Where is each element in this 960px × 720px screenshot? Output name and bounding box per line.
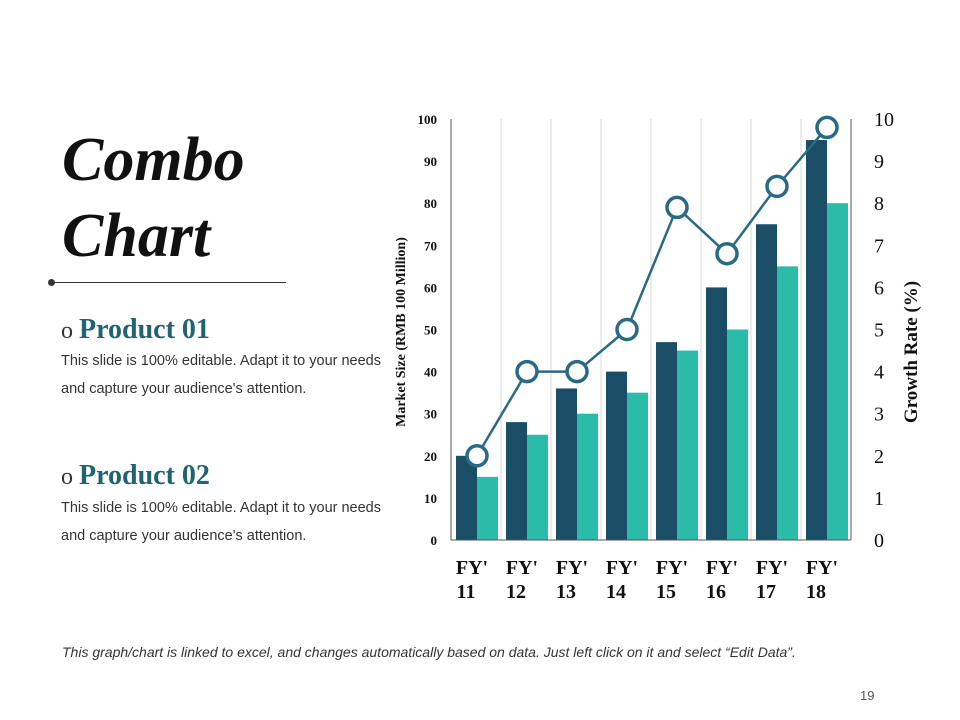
growth-rate-marker bbox=[565, 359, 589, 384]
chart-axes bbox=[450, 119, 852, 541]
y-left-tick-label: 40 bbox=[424, 365, 437, 380]
growth-rate-marker bbox=[665, 195, 689, 220]
y-left-tick-label: 0 bbox=[431, 533, 438, 548]
growth-rate-line bbox=[465, 115, 839, 468]
bar-product-01 bbox=[556, 388, 577, 540]
slide-title-line2: Chart bbox=[62, 202, 211, 270]
y-left-tick-label: 70 bbox=[424, 238, 437, 253]
y-left-tick-label: 80 bbox=[424, 196, 437, 211]
chart-gridlines bbox=[500, 119, 802, 540]
y-right-tick-label: 8 bbox=[874, 193, 884, 215]
y-right-tick-label: 6 bbox=[874, 277, 884, 299]
slide-title: Combo Chart bbox=[62, 122, 245, 274]
bar-product-01 bbox=[506, 422, 527, 540]
y-left-tick-label: 50 bbox=[424, 323, 437, 338]
y-right-tick-label: 2 bbox=[874, 446, 884, 468]
product-02-heading: o Product 02 bbox=[61, 460, 210, 493]
x-tick-label: FY' 13 bbox=[556, 557, 588, 603]
bar-product-02 bbox=[527, 434, 548, 540]
page-number: 19 bbox=[860, 688, 875, 703]
growth-rate-marker bbox=[815, 115, 839, 140]
y-right-tick-label: 9 bbox=[874, 151, 884, 173]
bar-product-01 bbox=[456, 455, 477, 540]
product-01-heading: o Product 01 bbox=[61, 314, 210, 347]
y-right-tick-label: 5 bbox=[874, 320, 884, 342]
growth-rate-marker bbox=[715, 241, 739, 266]
y-left-tick-label: 90 bbox=[424, 154, 437, 169]
growth-rate-marker bbox=[615, 317, 639, 342]
y-left-tick-label: 20 bbox=[424, 449, 437, 464]
bar-product-01 bbox=[656, 342, 677, 540]
y-right-tick-label: 10 bbox=[874, 109, 894, 131]
x-tick-label: FY' 11 bbox=[456, 557, 488, 603]
x-tick-label: FY' 14 bbox=[606, 557, 638, 603]
bullet-icon: o bbox=[61, 464, 73, 490]
slide-title-line1: Combo bbox=[62, 126, 245, 194]
bar-product-02 bbox=[477, 476, 498, 540]
y-right-tick-label: 7 bbox=[874, 235, 884, 257]
x-tick-label: FY' 18 bbox=[806, 557, 838, 603]
y-right-tick-label: 4 bbox=[874, 362, 884, 384]
bar-product-01 bbox=[806, 140, 827, 541]
bar-product-01 bbox=[756, 224, 777, 540]
y-axis-right-label: Growth Rate (%) bbox=[901, 281, 922, 423]
footer-note: This graph/chart is linked to excel, and… bbox=[62, 644, 796, 660]
x-tick-label: FY' 17 bbox=[756, 557, 788, 603]
y-left-tick-label: 60 bbox=[424, 280, 437, 295]
bar-product-02 bbox=[627, 392, 648, 540]
bar-product-02 bbox=[827, 203, 848, 540]
x-tick-label: FY' 15 bbox=[656, 557, 688, 603]
product-01-name: Product 01 bbox=[79, 314, 210, 345]
y-axis-left-label: Market Size (RMB 100 Million) bbox=[394, 237, 409, 427]
bar-product-02 bbox=[777, 266, 798, 540]
product-02-name: Product 02 bbox=[79, 460, 210, 491]
bullet-icon: o bbox=[61, 318, 73, 344]
y-left-tick-label: 10 bbox=[424, 491, 437, 506]
growth-rate-marker bbox=[765, 174, 789, 199]
bar-product-02 bbox=[727, 329, 748, 540]
chart-tick-labels: 0 10 20 30 40 50 60 70 80 90 100 0 1 2 3 4 5 6 7 8 9 10 FY' 11 F… bbox=[418, 109, 895, 603]
y-left-tick-label: 30 bbox=[424, 407, 437, 422]
bar-product-01 bbox=[606, 371, 627, 540]
chart-bars bbox=[456, 140, 848, 541]
title-divider bbox=[52, 282, 286, 283]
bar-product-02 bbox=[577, 413, 598, 540]
growth-rate-marker bbox=[465, 444, 489, 468]
y-right-tick-label: 1 bbox=[874, 488, 884, 510]
bar-product-01 bbox=[706, 287, 727, 540]
product-02-description: This slide is 100% editable. Adapt it to… bbox=[61, 500, 381, 544]
y-right-tick-label: 3 bbox=[874, 404, 884, 426]
bar-product-02 bbox=[677, 350, 698, 540]
x-tick-label: FY' 12 bbox=[506, 557, 538, 603]
growth-rate-marker bbox=[515, 359, 539, 384]
divider-dot bbox=[48, 279, 55, 286]
product-01-description: This slide is 100% editable. Adapt it to… bbox=[61, 353, 381, 397]
x-tick-label: FY' 16 bbox=[706, 557, 738, 603]
y-left-tick-label: 100 bbox=[418, 112, 438, 127]
y-right-tick-label: 0 bbox=[874, 530, 884, 552]
